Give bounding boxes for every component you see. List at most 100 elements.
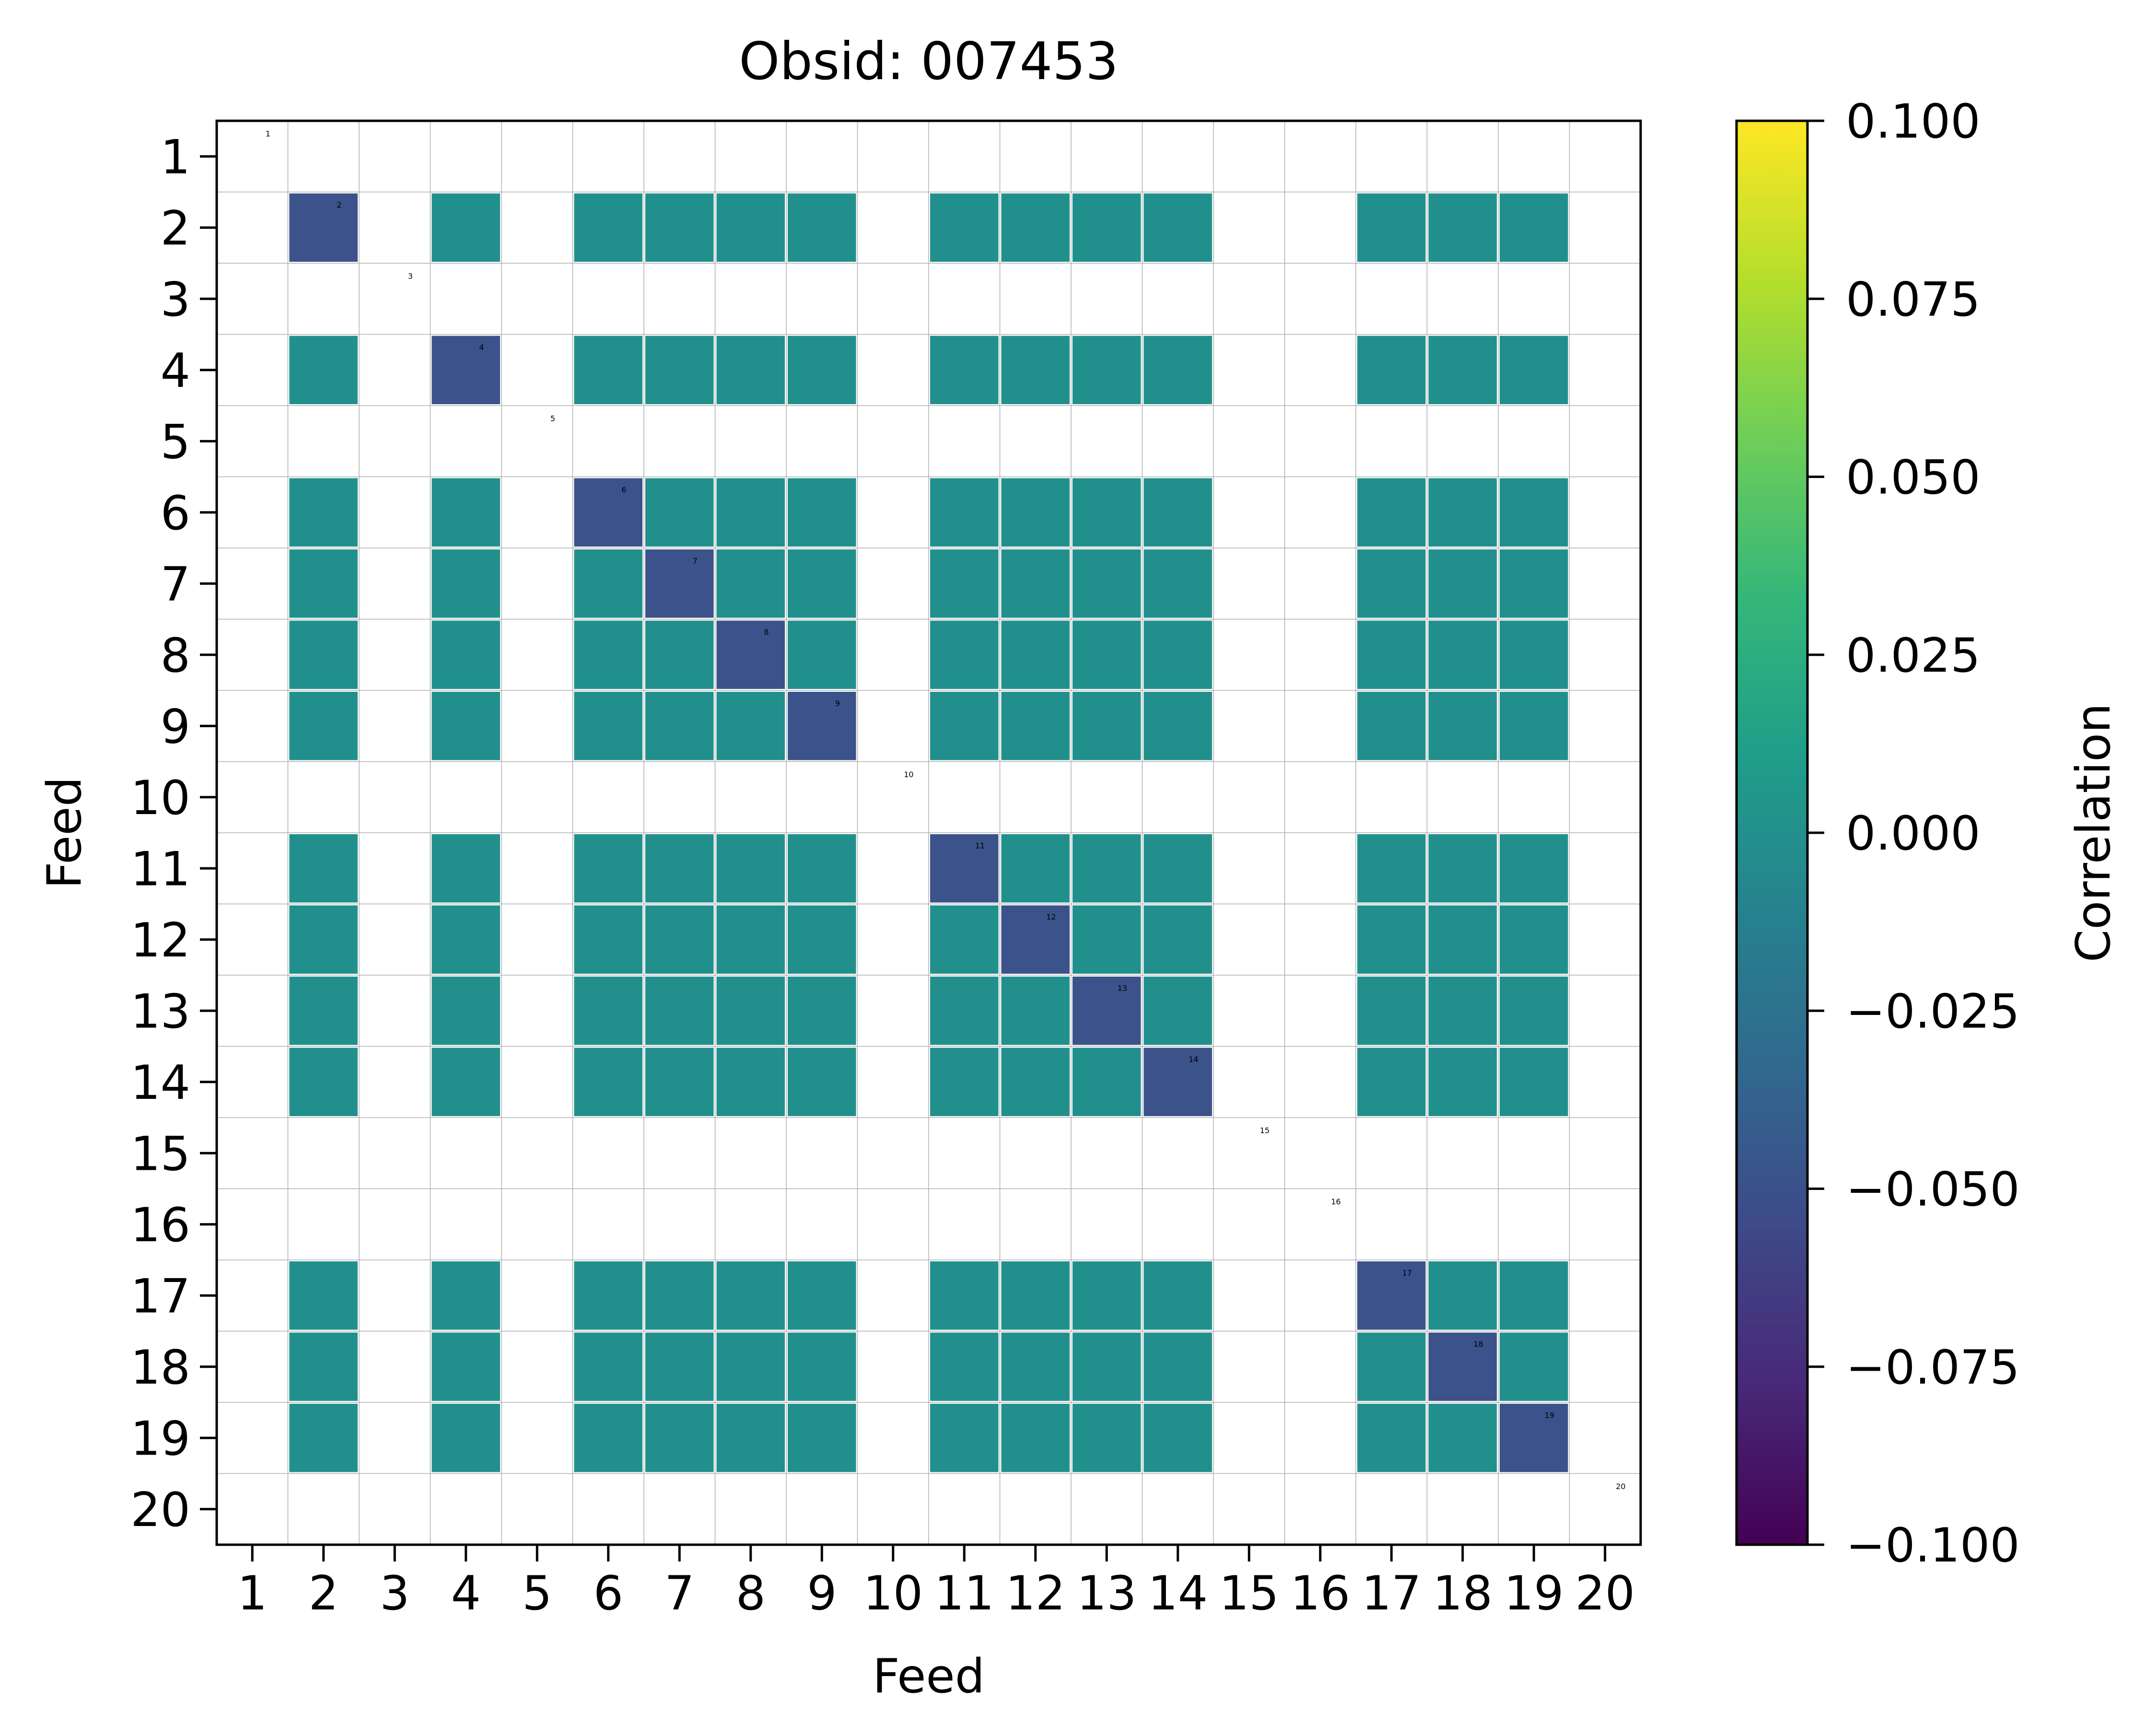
heatmap-cell-8-7 [645,620,714,689]
x-tick-label: 5 [522,1566,552,1621]
heatmap-cell-8-11 [930,620,999,689]
heatmap-cell-12-9 [788,905,856,974]
x-tick-label: 6 [594,1566,623,1621]
heatmap-cell-8-8 [716,620,785,689]
heatmap-cell-12-8 [716,905,785,974]
heatmap-cell-13-19 [1500,977,1568,1045]
heatmap-cell-18-2 [289,1332,358,1401]
heatmap-cell-14-8 [716,1048,785,1116]
heatmap-cell-7-11 [930,549,999,618]
y-tick-label: 18 [130,1340,190,1395]
heatmap-cell-11-9 [788,834,856,903]
y-tick-label: 4 [161,344,190,398]
heatmap-cell-18-19 [1500,1332,1568,1401]
diagonal-label: 19 [1545,1411,1554,1420]
x-tick-label: 15 [1219,1566,1279,1621]
y-tick-label: 5 [161,415,190,469]
heatmap-cell-2-19 [1500,193,1568,262]
heatmap-cell-17-4 [431,1261,500,1330]
heatmap-cell-4-6 [574,336,642,404]
heatmap-cell-13-9 [788,977,856,1045]
heatmap-cell-12-19 [1500,905,1568,974]
heatmap-cell-17-9 [788,1261,856,1330]
heatmap-cell-19-7 [645,1404,714,1472]
heatmap-cell-19-9 [788,1404,856,1472]
x-tick-label: 8 [736,1566,766,1621]
heatmap-cell-11-13 [1072,834,1141,903]
heatmap-cell-2-6 [574,193,642,262]
heatmap-cell-18-14 [1143,1332,1212,1401]
x-tick-label: 11 [934,1566,994,1621]
heatmap-cell-7-14 [1143,549,1212,618]
heatmap-cell-4-12 [1001,336,1070,404]
heatmap-cell-6-7 [645,478,714,547]
heatmap-cell-12-14 [1143,905,1212,974]
heatmap-cell-11-11 [930,834,999,903]
heatmap-cell-7-17 [1357,549,1426,618]
heatmap-cells [289,193,1568,1472]
heatmap-cell-17-14 [1143,1261,1212,1330]
heatmap-cell-19-19 [1500,1404,1568,1472]
heatmap-cell-19-2 [289,1404,358,1472]
heatmap-cell-9-13 [1072,692,1141,760]
heatmap-cell-8-2 [289,620,358,689]
heatmap-cell-17-8 [716,1261,785,1330]
heatmap-cell-7-19 [1500,549,1568,618]
diagonal-label: 16 [1331,1197,1341,1206]
heatmap-cell-2-8 [716,193,785,262]
x-tick-label: 1 [237,1566,267,1621]
y-tick-label: 15 [130,1127,190,1181]
heatmap-cell-11-19 [1500,834,1568,903]
heatmap-cell-14-7 [645,1048,714,1116]
heatmap-cell-7-7 [645,549,714,618]
heatmap-cell-7-6 [574,549,642,618]
x-axis-label: Feed [873,1649,985,1704]
heatmap-cell-17-6 [574,1261,642,1330]
heatmap-cell-6-18 [1428,478,1497,547]
y-tick-label: 11 [130,842,190,897]
diagonal-label: 14 [1189,1055,1198,1064]
diagonal-label: 1 [266,129,270,139]
heatmap-cell-2-14 [1143,193,1212,262]
heatmap-cell-2-18 [1428,193,1497,262]
x-tick-label: 9 [807,1566,837,1621]
diagonal-label: 6 [621,485,626,494]
diagonal-label: 3 [408,272,413,281]
diagonal-label: 5 [550,414,555,423]
heatmap-cell-2-11 [930,193,999,262]
heatmap-cell-17-18 [1428,1261,1497,1330]
y-tick-label: 19 [130,1411,190,1466]
heatmap-cell-8-14 [1143,620,1212,689]
heatmap-cell-17-7 [645,1261,714,1330]
diagonal-label: 9 [835,699,840,708]
heatmap-cell-18-17 [1357,1332,1426,1401]
heatmap-cell-4-4 [431,336,500,404]
x-tick-label: 3 [380,1566,409,1621]
heatmap-cell-11-14 [1143,834,1212,903]
heatmap-cell-17-17 [1357,1261,1426,1330]
heatmap-cell-4-7 [645,336,714,404]
heatmap-cell-18-18 [1428,1332,1497,1401]
x-tick-label: 17 [1362,1566,1422,1621]
heatmap-cell-8-19 [1500,620,1568,689]
heatmap-cell-2-12 [1001,193,1070,262]
heatmap-cell-14-14 [1143,1048,1212,1116]
x-tick-label: 18 [1433,1566,1492,1621]
y-tick-label: 2 [161,201,190,256]
heatmap-cell-12-6 [574,905,642,974]
y-tick-label: 16 [130,1198,190,1253]
heatmap-cell-9-14 [1143,692,1212,760]
heatmap-cell-14-2 [289,1048,358,1116]
heatmap-cell-18-7 [645,1332,714,1401]
heatmap-cell-18-13 [1072,1332,1141,1401]
diagonal-label: 15 [1260,1126,1270,1135]
heatmap-cell-19-6 [574,1404,642,1472]
diagonal-label: 18 [1473,1340,1483,1349]
heatmap-cell-12-18 [1428,905,1497,974]
heatmap-cell-7-18 [1428,549,1497,618]
x-tick-label: 2 [309,1566,338,1621]
heatmap-cell-2-17 [1357,193,1426,262]
x-tick-label: 20 [1575,1566,1635,1621]
heatmap-cell-4-13 [1072,336,1141,404]
colorbar-tick-label: −0.075 [1846,1340,2020,1395]
